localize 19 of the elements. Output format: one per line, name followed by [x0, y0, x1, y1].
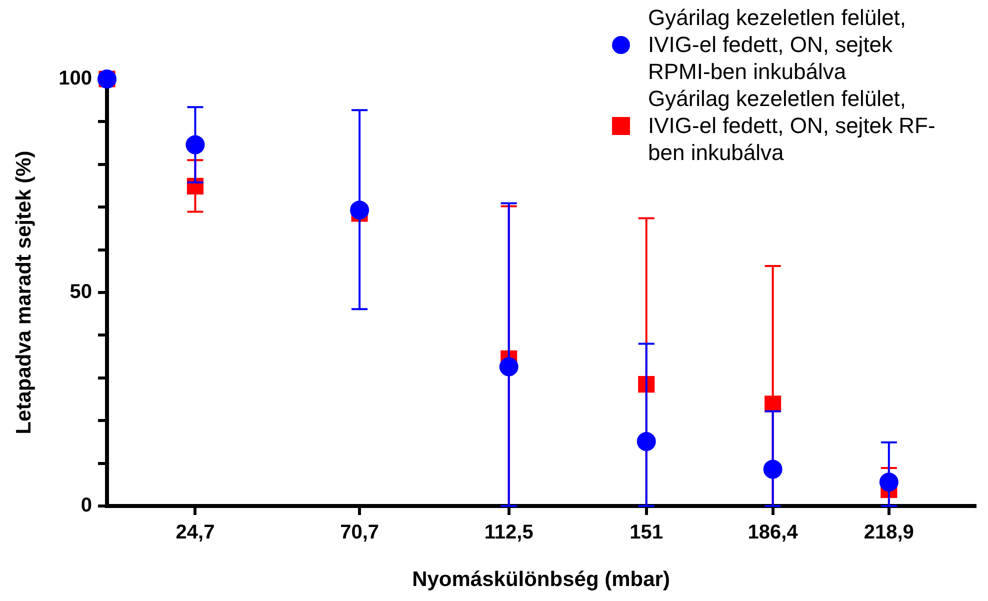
point [499, 357, 518, 376]
x-tick-label: 218,9 [864, 522, 914, 544]
point [763, 460, 782, 479]
x-axis-title: Nyomáskülönbség (mbar) [412, 568, 670, 592]
point [636, 432, 656, 452]
point [350, 200, 370, 220]
x-tick-label: 186,4 [748, 522, 799, 544]
legend-label: Gyárilag kezeletlen felület, IVIG-el fedett, ON, sejtek RF-ben inkubálva [648, 85, 936, 166]
x-tick-label: 24,7 [176, 522, 215, 544]
x-tick-label: 70,7 [340, 522, 380, 544]
y-axis-title: Letapadva maradt sejtek (%) [12, 150, 36, 434]
y-tick-label: 0 [80, 494, 92, 517]
y-tick-label: 100 [58, 68, 92, 90]
y-tick-label: 50 [70, 281, 92, 304]
point [186, 135, 205, 154]
x-tick-label: 151 [630, 522, 664, 544]
legend-label: Gyárilag kezeletlen felület, IVIG-el fedett, ON, sejtek RPMI-ben inkubálva [648, 4, 908, 85]
x-tick-label: 112,5 [484, 522, 534, 544]
point [879, 472, 898, 492]
